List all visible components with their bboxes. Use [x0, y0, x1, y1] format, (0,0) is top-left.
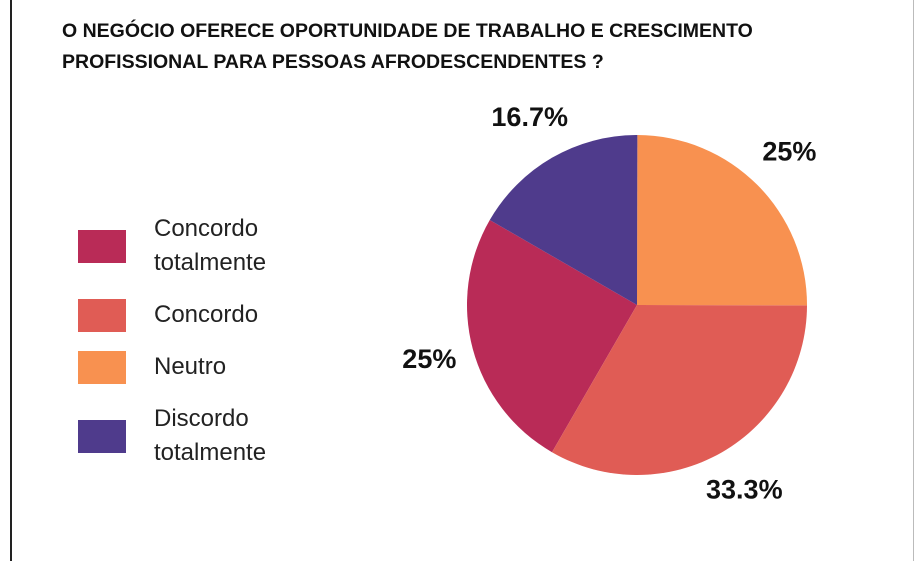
data-label: 33.3%: [706, 474, 783, 504]
legend: Concordo totalmente Concordo Neutro Discord…: [78, 212, 338, 488]
pie-slice: [637, 135, 807, 306]
data-label: 25%: [762, 136, 816, 166]
pie-slice: [552, 305, 807, 475]
legend-label: Discordo totalmente: [154, 405, 267, 466]
legend-swatch: [78, 419, 126, 453]
data-label: 25%: [402, 344, 456, 374]
frame: [10, 0, 914, 561]
legend-swatch: [78, 350, 126, 384]
pie-slice: [489, 135, 638, 305]
legend-item: Concordo totalmente: [78, 212, 338, 280]
chart-title: O NEGÓCIO OFERECE OPORTUNIDADE DE TRABAL…: [62, 20, 753, 73]
legend-swatch: [78, 229, 126, 263]
legend-swatch: [78, 298, 126, 332]
legend-item: Concordo: [78, 298, 338, 332]
data-label: 16.7%: [491, 102, 568, 132]
legend-label: Concordo: [154, 301, 259, 328]
legend-item: Discordo totalmente: [78, 402, 338, 470]
legend-label: Neutro: [154, 353, 227, 380]
legend-item: Neutro: [78, 350, 338, 384]
legend-label: Concordo totalmente: [154, 215, 267, 276]
pie-slice: [467, 220, 637, 453]
